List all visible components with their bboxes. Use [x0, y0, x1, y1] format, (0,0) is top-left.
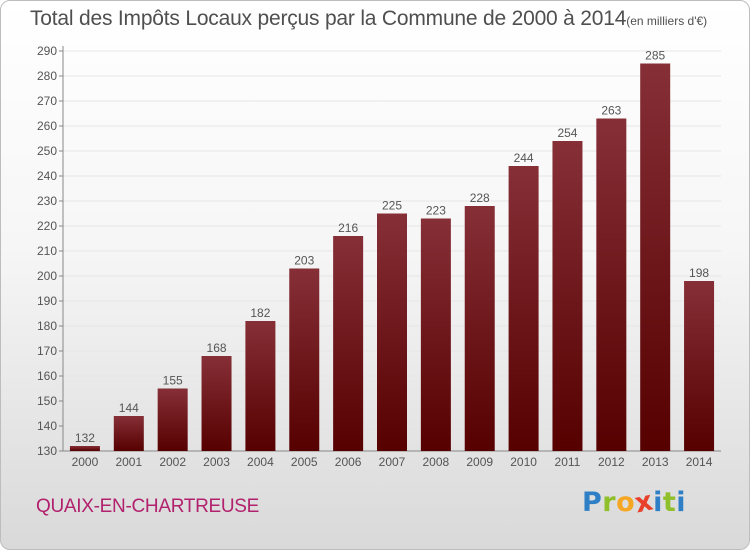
x-tick-label-2009: 2009: [466, 455, 493, 469]
y-tick-labels: 130 140 150 160 170 180 190 200 210 220 230 240 250 2…: [37, 44, 57, 458]
x-tick-label-2004: 2004: [247, 455, 274, 469]
bar-2006: [333, 236, 364, 451]
value-label-2010: 244: [514, 151, 534, 165]
y-tick-label: 270: [37, 94, 57, 108]
y-tick-label: 210: [37, 244, 57, 258]
y-tick-label: 150: [37, 394, 57, 408]
y-tick-label: 290: [37, 44, 57, 58]
bar-2014: [684, 281, 715, 451]
bar-2008: [420, 218, 451, 451]
y-tick-label: 280: [37, 69, 57, 83]
x-tick-label-2012: 2012: [598, 455, 625, 469]
bar-2001: [113, 416, 144, 451]
y-tick-label: 130: [37, 444, 57, 458]
commune-name: QUAIX-EN-CHARTREUSE: [36, 496, 260, 517]
x-tick-label-2003: 2003: [203, 455, 230, 469]
x-tick-label-2010: 2010: [510, 455, 537, 469]
value-label-2013: 285: [645, 49, 665, 63]
y-tick-label: 140: [37, 419, 57, 433]
logo-letter: o: [616, 487, 636, 518]
logo-letter: t: [662, 487, 677, 518]
y-tick-label: 190: [37, 294, 57, 308]
y-tick-label: 180: [37, 319, 57, 333]
bar-2011: [552, 141, 583, 451]
value-label-2002: 155: [163, 374, 183, 388]
x-tick-label-2005: 2005: [291, 455, 318, 469]
chart-title: Total des Impôts Locaux perçus par la Co…: [30, 7, 707, 31]
y-tick-label: 220: [37, 219, 57, 233]
y-tick-label: 200: [37, 269, 57, 283]
bar-2007: [377, 213, 407, 451]
x-tick-label-2013: 2013: [642, 455, 669, 469]
x-tick-label-2002: 2002: [159, 455, 186, 469]
value-label-2001: 144: [119, 401, 139, 415]
value-label-2000: 132: [75, 431, 95, 445]
x-tick-label-2001: 2001: [115, 455, 142, 469]
x-tick-labels: 2000 2001 2002 2003 2004 2005 2006 2007 2008 2009…: [72, 455, 713, 469]
value-label-2006: 216: [338, 221, 358, 235]
y-tick-label: 250: [37, 144, 57, 158]
chart-title-text: Total des Impôts Locaux perçus par la Co…: [30, 7, 627, 30]
bar-2004: [245, 321, 276, 451]
y-tick-label: 160: [37, 369, 57, 383]
value-label-2003: 168: [207, 341, 227, 355]
value-label-2011: 254: [557, 126, 577, 140]
bar-2000: [69, 446, 100, 451]
x-tick-label-2011: 2011: [555, 455, 581, 469]
bar-2005: [289, 268, 320, 451]
logo-letter: r: [602, 487, 617, 518]
value-label-2014: 198: [689, 266, 709, 280]
value-label-2009: 228: [470, 191, 490, 205]
value-labels: 132 144 155 168 182 203 216 225 223 228 244 254 263 2…: [75, 49, 709, 446]
logo-letter: i: [676, 487, 687, 518]
bar-2013: [640, 63, 671, 451]
value-label-2012: 263: [601, 104, 621, 118]
x-tick-label-2000: 2000: [72, 455, 99, 469]
chart-unit-label: (en milliers d'€): [626, 14, 708, 28]
value-label-2008: 223: [426, 204, 446, 218]
bars: [69, 63, 715, 451]
y-tick-label: 240: [37, 169, 57, 183]
x-tick-label-2006: 2006: [335, 455, 362, 469]
x-tick-label-2014: 2014: [686, 455, 713, 469]
value-label-2007: 225: [382, 199, 402, 213]
bar-2010: [508, 166, 539, 451]
value-label-2004: 182: [250, 306, 270, 320]
x-tick-label-2008: 2008: [423, 455, 450, 469]
x-tick-label-2007: 2007: [379, 455, 406, 469]
logo-letter: i: [653, 487, 663, 518]
proxiti-logo[interactable]: Proxiti: [582, 485, 687, 519]
value-label-2005: 203: [294, 254, 314, 268]
bar-2003: [201, 356, 232, 451]
bar-2009: [464, 206, 495, 451]
y-tick-label: 260: [37, 119, 57, 133]
bar-2002: [157, 388, 188, 451]
bar-2012: [596, 118, 627, 451]
logo-letter: P: [582, 487, 603, 518]
y-tick-label: 230: [37, 194, 57, 208]
y-tick-label: 170: [37, 344, 57, 358]
